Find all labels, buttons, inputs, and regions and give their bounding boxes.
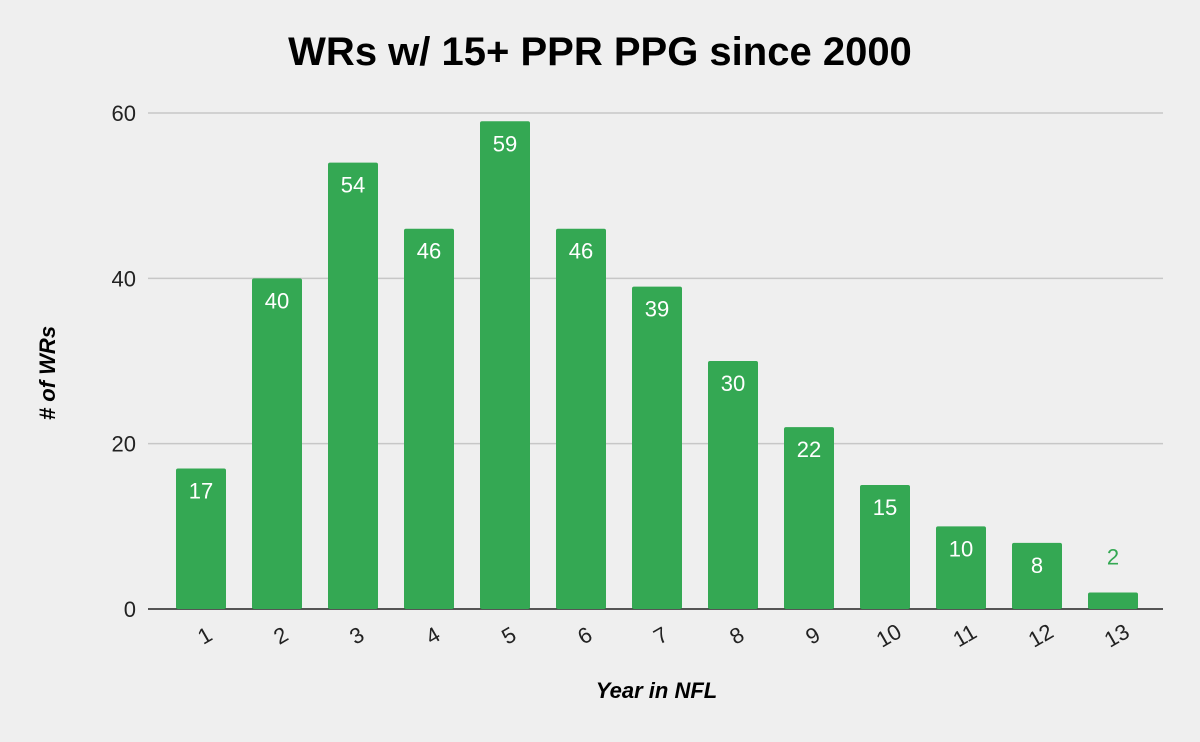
bar-value-label: 46 (417, 239, 441, 264)
bar-value-label: 22 (797, 437, 821, 462)
x-tick-label: 8 (725, 622, 748, 650)
x-tick-label: 11 (949, 619, 981, 652)
bar (708, 361, 758, 609)
bar (1012, 542, 1062, 609)
x-tick-label: 5 (497, 622, 520, 650)
x-tick-label: 9 (801, 622, 824, 650)
x-tick-label: 10 (872, 619, 906, 653)
x-tick-label: 3 (345, 622, 368, 650)
bar (860, 485, 910, 609)
bar-value-label: 40 (265, 288, 289, 313)
bar-value-label: 8 (1031, 553, 1043, 578)
y-tick-label: 20 (112, 432, 136, 457)
x-tick-label: 7 (649, 622, 672, 650)
y-tick-label: 60 (112, 101, 136, 126)
bar (252, 278, 302, 609)
x-tick-label: 13 (1100, 619, 1134, 653)
bar (176, 468, 226, 609)
chart-title: WRs w/ 15+ PPR PPG since 2000 (288, 30, 912, 74)
bar-value-label: 30 (721, 371, 745, 396)
bar (556, 228, 606, 609)
x-tick-label: 4 (421, 622, 444, 650)
bar (936, 526, 986, 609)
bar (480, 121, 530, 610)
bar (784, 427, 834, 609)
bar-value-label: 2 (1107, 544, 1119, 569)
bar-value-label: 59 (493, 131, 517, 156)
x-tick-label: 6 (573, 622, 596, 650)
bar (1088, 592, 1138, 609)
bar-value-label: 15 (873, 495, 897, 520)
bar-value-label: 54 (341, 173, 365, 198)
y-tick-label: 0 (124, 597, 136, 622)
bar (632, 286, 682, 609)
bar-value-label: 17 (189, 478, 213, 503)
x-tick-label: 2 (269, 622, 292, 650)
x-axis-label: Year in NFL (595, 678, 718, 703)
bar-value-label: 10 (949, 536, 973, 561)
bar (328, 162, 378, 609)
x-tick-label: 1 (193, 622, 216, 650)
y-tick-label: 40 (112, 266, 136, 291)
bar-value-label: 46 (569, 239, 593, 264)
bar (404, 228, 454, 609)
x-tick-label: 12 (1024, 619, 1058, 653)
bar-value-label: 39 (645, 297, 669, 322)
